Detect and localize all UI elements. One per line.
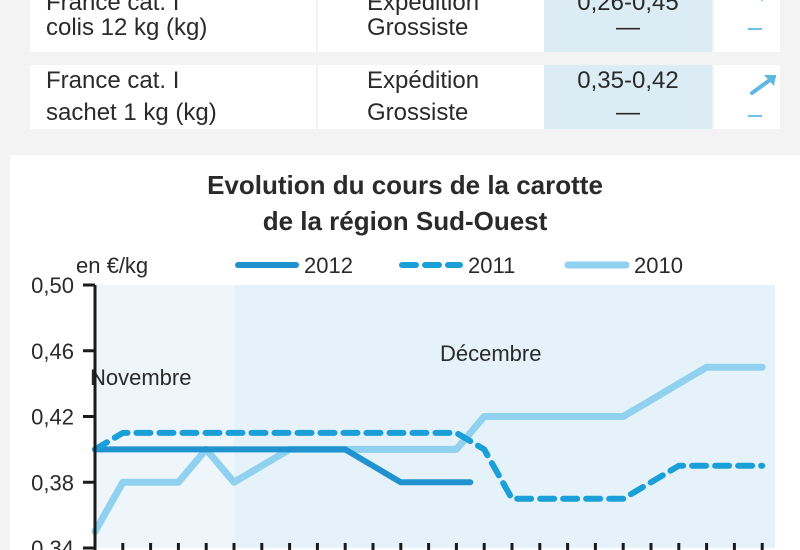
y-tick-label: 0,38 [31,470,74,495]
legend-label-2012: 2012 [304,253,353,278]
chart-panel: Evolution du cours de la carotte de la r… [10,155,800,550]
product-line1: France cat. I [46,67,180,94]
price-previous: — [616,99,640,126]
trend-dash [748,28,762,30]
stage-line2: Grossiste [367,14,469,41]
price-chart: Evolution du cours de la carotte de la r… [31,170,775,550]
trend-cell [714,65,780,129]
chart-title-line1: Evolution du cours de la carotte [207,170,603,200]
month-label: Novembre [90,365,191,390]
trend-dash [748,115,762,117]
stage-line2: Grossiste [367,99,469,126]
trend-icon [761,0,763,2]
legend: 2012 2011 2010 [235,253,683,278]
stage-line1: Expédition [367,67,480,94]
product-cell: France cat. I colis 12 kg (kg) [30,0,316,52]
november-band [95,285,234,548]
y-tick-label: 0,50 [31,273,74,298]
product-line2: sachet 1 kg (kg) [46,99,217,126]
stage-cell: Expédition Grossiste [318,0,572,52]
trend-cell [714,0,780,52]
legend-label-2011: 2011 [468,253,515,278]
series-line-2012 [92,446,474,486]
price-cell: 0,26-0,45 — [544,0,712,52]
price-cell: 0,35-0,42 — [544,65,712,129]
price-range: 0,26-0,45 [577,0,679,16]
table-row: France cat. I colis 12 kg (kg) Expéditio… [30,0,780,52]
y-tick-label: 0,42 [31,405,74,430]
y-tick-label: 0,34 [31,536,74,550]
stage-line1: Expédition [367,0,480,16]
product-line1: France cat. I [46,0,180,16]
series-line-2011 [92,429,766,502]
price-table: France cat. I colis 12 kg (kg) Expéditio… [0,0,800,140]
product-line2: colis 12 kg (kg) [46,14,208,41]
unit-label: en €/kg [76,253,148,278]
y-tick-label: 0,46 [31,339,74,364]
month-label: Décembre [440,341,541,366]
price-previous: — [616,14,640,41]
legend-label-2010: 2010 [634,253,683,278]
product-cell: France cat. I sachet 1 kg (kg) [30,65,316,129]
price-range: 0,35-0,42 [577,67,679,94]
stage-cell: Expédition Grossiste [318,65,572,129]
chart-title-line2: de la région Sud-Ouest [263,206,548,236]
arrow-up-right-icon [750,75,776,95]
table-row: France cat. I sachet 1 kg (kg) Expéditio… [30,65,780,129]
